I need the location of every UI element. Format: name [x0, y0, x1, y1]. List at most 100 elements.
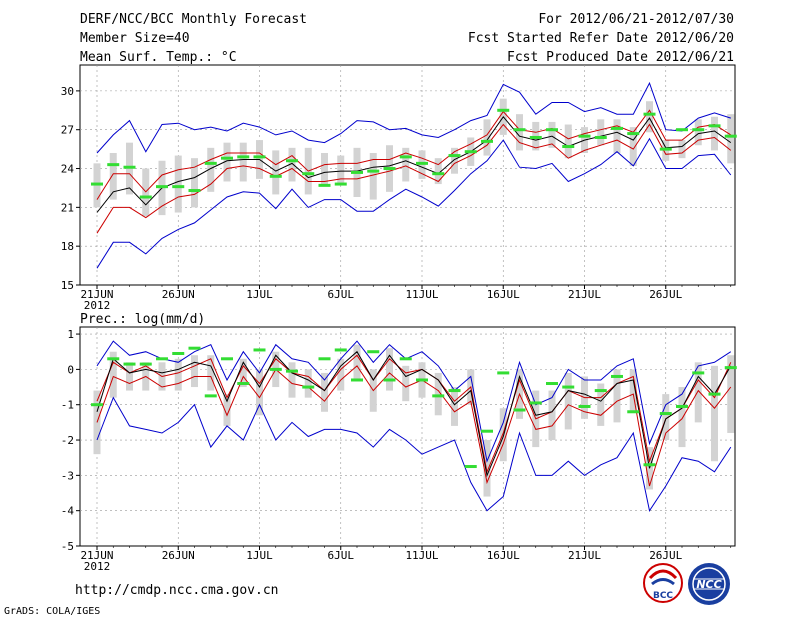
- temp-ytick-label: 27: [61, 124, 74, 137]
- temp-observed-marker: [91, 182, 103, 186]
- prec-observed-marker: [204, 394, 217, 398]
- prec-observed-marker: [432, 394, 445, 398]
- prec-ytick-label: -2: [61, 434, 74, 447]
- ncc-logo-label: NCC: [696, 578, 721, 591]
- bcc-logo: BCC: [643, 563, 683, 603]
- prec-observed-marker: [156, 357, 168, 361]
- temp-observed-marker: [107, 163, 120, 167]
- prec-line-mean: [96, 350, 732, 478]
- prec-observed-marker: [611, 374, 623, 378]
- temp-observed-marker: [253, 155, 266, 159]
- temp-spread-box: [288, 147, 296, 182]
- header-period: For 2012/06/21-2012/07/30: [538, 12, 734, 27]
- prec-observed-marker: [562, 385, 575, 389]
- prec-observed-marker: [334, 348, 347, 352]
- temp-observed-marker: [481, 139, 493, 143]
- temp-observed-marker: [513, 128, 526, 132]
- prec-xtick-label: 26JUN: [162, 549, 195, 562]
- temp-spread-box: [694, 119, 702, 146]
- bcc-logo-label: BCC: [653, 591, 673, 601]
- temperature-panel: 15 18 21 24 27 30 21JUN 26JUN 1JUL 6JUL 11JUL 16JUL…: [61, 64, 737, 312]
- prec-ytick-label: 1: [67, 328, 74, 341]
- temp-observed-marker: [562, 145, 575, 149]
- prec-observed-marker: [269, 367, 282, 371]
- temp-xtick-label: 11JUL: [405, 288, 438, 301]
- prec-spread-box: [126, 362, 133, 391]
- temp-xtick-label: 16JUL: [487, 288, 520, 301]
- temp-observed-marker: [497, 108, 510, 112]
- prec-spread-box: [483, 440, 491, 497]
- temp-observed-marker: [269, 174, 282, 178]
- temp-spread-box: [646, 101, 653, 133]
- precip-title: Prec.: log(mm/d): [80, 312, 205, 327]
- prec-observed-marker: [302, 385, 315, 389]
- temp-observed-marker: [383, 167, 396, 171]
- temp-observed-marker: [334, 182, 347, 186]
- header-variable: Mean Surf. Temp.: °C: [80, 50, 237, 65]
- prec-spread-box: [564, 372, 572, 430]
- prec-observed-marker: [481, 429, 493, 433]
- temp-line-max: [96, 137, 732, 269]
- temp-observed-marker: [399, 155, 412, 159]
- prec-xtick-label: 11JUL: [405, 549, 438, 562]
- prec-xtick-label: 26JUL: [649, 549, 682, 562]
- temp-xtick-label: 26JUN: [162, 288, 195, 301]
- prec-ytick-label: -5: [61, 540, 74, 553]
- temp-observed-marker: [594, 135, 607, 139]
- footer-url[interactable]: http://cmdp.ncc.cma.gov.cn: [75, 583, 279, 598]
- temp-line-min: [96, 81, 731, 154]
- temp-xtick-label: 21JUL: [568, 288, 601, 301]
- prec-spread-box: [678, 387, 686, 448]
- prec-observed-marker: [383, 378, 396, 382]
- prec-observed-marker: [513, 408, 526, 412]
- prec-observed-marker: [139, 362, 152, 366]
- temp-xtick-label: 1JUL: [246, 288, 273, 301]
- header-title: DERF/NCC/BCC Monthly Forecast: [80, 12, 307, 27]
- temp-spread-box: [597, 119, 605, 146]
- prec-spread-box: [337, 358, 345, 391]
- prec-ytick-label: 0: [67, 363, 74, 376]
- prec-ytick-label: -1: [61, 399, 74, 412]
- prec-ytick-label: -4: [61, 505, 75, 518]
- prec-xtick-label: 21JUN: [80, 549, 113, 562]
- prec-spread-box: [207, 355, 215, 391]
- prec-line-p25: [96, 365, 732, 487]
- temp-year-label: 2012: [84, 299, 111, 312]
- prec-observed-marker: [448, 389, 461, 393]
- prec-spread-box: [711, 365, 718, 462]
- temp-observed-marker: [139, 195, 152, 199]
- prec-observed-marker: [497, 371, 510, 375]
- temp-spread-box: [223, 142, 231, 182]
- prec-spread-box: [597, 383, 605, 426]
- temp-spread-box: [711, 116, 718, 151]
- temp-observed-marker: [529, 135, 542, 139]
- prec-xtick-label: 6JUL: [328, 549, 355, 562]
- ncc-globe-icon: [693, 578, 725, 590]
- prec-spread-box: [694, 362, 702, 423]
- temp-spread-box: [613, 119, 621, 153]
- temp-observed-marker: [627, 132, 640, 136]
- temp-xtick-label: 21JUN: [80, 288, 113, 301]
- prec-observed-marker: [416, 378, 428, 382]
- temp-spread-box: [239, 142, 247, 182]
- header-member-size: Member Size=40: [80, 31, 190, 46]
- temp-observed-marker: [643, 112, 656, 116]
- prec-line-max: [96, 340, 732, 463]
- prec-spread-box: [256, 369, 263, 416]
- prec-spread-box: [223, 394, 231, 426]
- temp-spread-box: [337, 155, 345, 185]
- temp-ytick-label: 21: [61, 201, 74, 214]
- temp-observed-marker: [188, 189, 201, 193]
- prec-spread-box: [386, 348, 393, 391]
- temp-xtick-label: 6JUL: [328, 288, 355, 301]
- temp-observed-marker: [156, 185, 168, 189]
- prec-observed-marker: [107, 357, 120, 361]
- bcc-wave-icon: [651, 578, 675, 586]
- prec-spread-box: [174, 358, 182, 391]
- temp-observed-marker: [318, 183, 331, 187]
- prec-xtick-label: 21JUL: [568, 549, 601, 562]
- prec-spread-box: [304, 369, 312, 398]
- prec-spread-box: [727, 355, 735, 433]
- prec-observed-marker: [659, 412, 672, 416]
